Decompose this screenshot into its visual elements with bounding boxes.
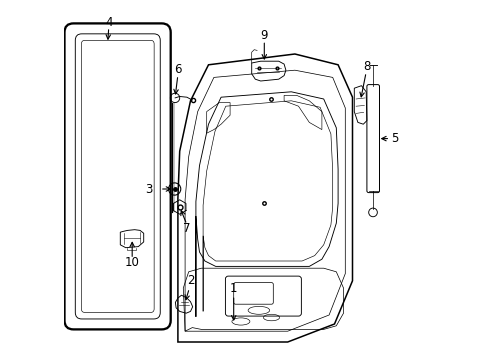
Text: 2: 2	[186, 274, 194, 287]
Text: 4: 4	[105, 16, 112, 29]
Text: 8: 8	[363, 60, 370, 73]
Text: 5: 5	[390, 132, 398, 145]
Text: 10: 10	[124, 256, 140, 269]
Text: 1: 1	[229, 282, 237, 294]
Text: 3: 3	[145, 183, 152, 196]
Text: 7: 7	[183, 222, 190, 235]
Text: 6: 6	[174, 63, 181, 76]
Text: 9: 9	[260, 29, 267, 42]
